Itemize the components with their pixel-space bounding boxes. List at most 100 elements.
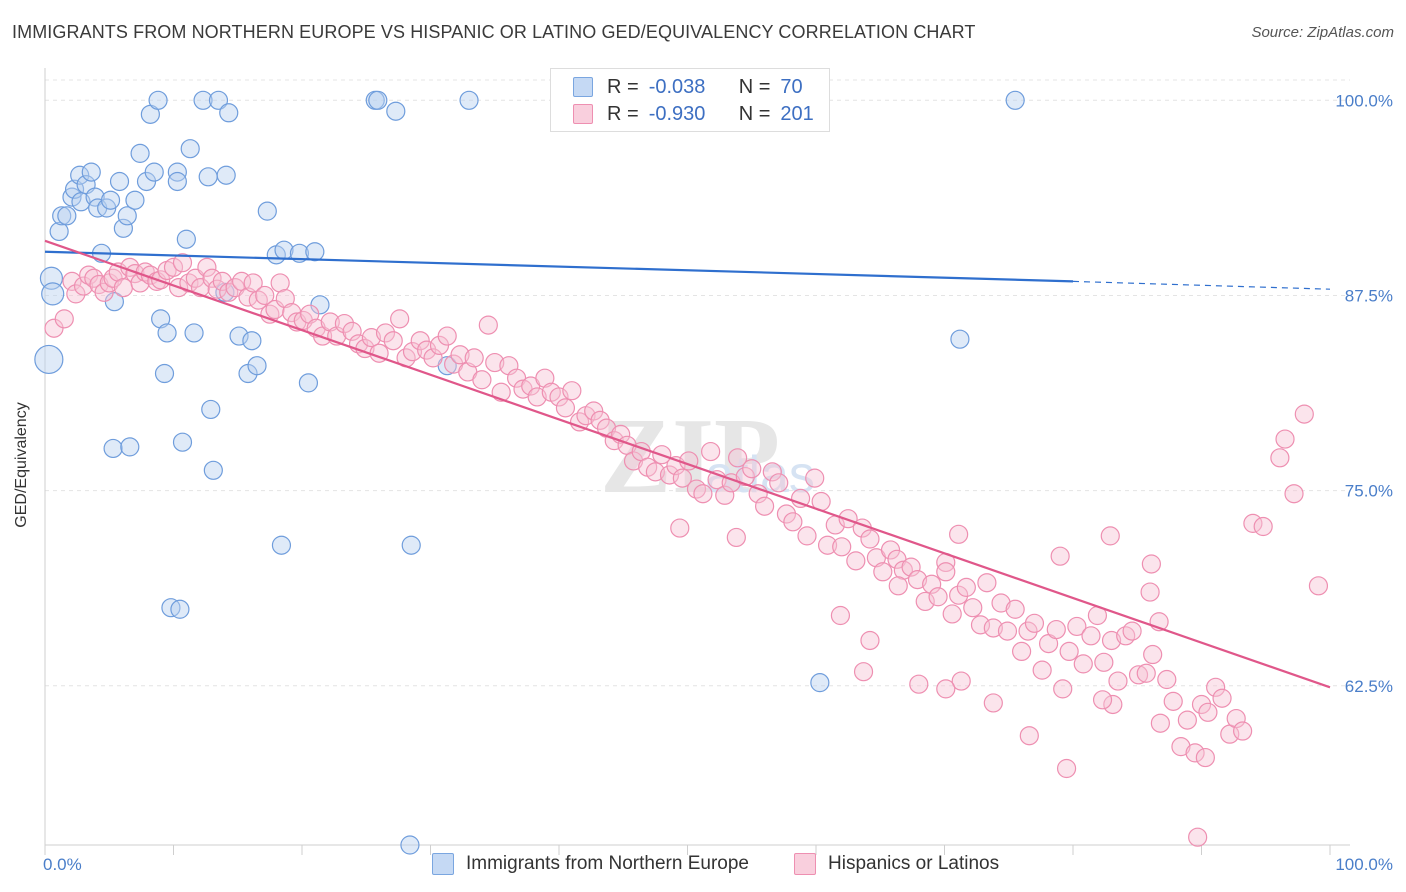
legend-r-value: -0.038 xyxy=(648,75,706,98)
point-hispanic xyxy=(893,560,913,580)
point-hispanic xyxy=(1073,654,1093,674)
point-hispanic xyxy=(535,368,555,388)
point-hispanic xyxy=(1177,710,1197,730)
point-northern-europe xyxy=(81,162,101,182)
chart-title: IMMIGRANTS FROM NORTHERN EUROPE VS HISPA… xyxy=(12,22,976,42)
point-northern-europe xyxy=(71,192,91,212)
point-hispanic xyxy=(956,577,976,597)
point-hispanic xyxy=(1108,671,1128,691)
point-northern-europe xyxy=(198,167,218,187)
point-hispanic xyxy=(769,473,789,493)
point-hispanic xyxy=(1141,554,1161,574)
point-hispanic xyxy=(464,348,484,368)
point-hispanic xyxy=(1275,429,1295,449)
point-hispanic xyxy=(73,276,94,296)
point-hispanic xyxy=(450,345,470,365)
point-hispanic xyxy=(163,257,184,277)
point-hispanic xyxy=(590,410,610,430)
point-hispanic xyxy=(1233,721,1253,741)
point-hispanic xyxy=(1005,599,1025,619)
point-hispanic xyxy=(270,273,290,293)
point-hispanic xyxy=(1059,641,1079,662)
point-hispanic xyxy=(1188,827,1208,847)
legend-r-label: R = xyxy=(607,75,639,98)
point-northern-europe xyxy=(57,206,77,226)
point-hispanic xyxy=(361,328,381,348)
point-hispanic xyxy=(1226,708,1246,729)
point-hispanic xyxy=(645,462,665,482)
point-northern-europe xyxy=(305,242,325,262)
point-northern-europe xyxy=(103,438,123,459)
legend-r-label: R = xyxy=(607,102,639,125)
point-northern-europe xyxy=(170,599,190,619)
point-northern-europe xyxy=(401,535,421,555)
point-hispanic xyxy=(853,662,874,682)
bottom-legend-swatch-blue xyxy=(432,853,454,875)
point-hispanic xyxy=(1308,576,1329,596)
point-hispanic xyxy=(726,527,746,548)
point-northern-europe xyxy=(201,399,221,420)
point-hispanic xyxy=(963,598,983,618)
point-hispanic xyxy=(243,273,263,293)
point-hispanic xyxy=(1128,665,1149,685)
bottom-legend-blue: Immigrants from Northern Europe xyxy=(432,852,749,876)
point-hispanic xyxy=(94,282,114,302)
point-hispanic xyxy=(1253,516,1273,537)
trend-line-northern-europe-extension xyxy=(1072,280,1331,290)
point-northern-europe xyxy=(154,363,175,384)
point-hispanic xyxy=(1053,679,1073,699)
bottom-legend-label-pink: Hispanics or Latinos xyxy=(828,853,1000,874)
point-hispanic xyxy=(1032,660,1052,680)
point-hispanic xyxy=(383,331,403,351)
point-hispanic xyxy=(846,551,866,571)
point-northern-europe xyxy=(289,243,310,263)
legend-n-label: N = xyxy=(738,75,771,98)
y-tick-label: 62.5% xyxy=(1345,677,1393,696)
point-hispanic xyxy=(1019,726,1039,746)
point-hispanic xyxy=(54,309,74,329)
point-hispanic xyxy=(701,441,721,462)
point-hispanic xyxy=(907,569,928,590)
point-hispanic xyxy=(783,512,803,532)
point-hispanic xyxy=(715,485,735,505)
point-hispanic xyxy=(1024,613,1045,633)
trend-line-hispanic xyxy=(44,239,1331,689)
point-hispanic xyxy=(728,448,748,468)
bottom-legend-label-blue: Immigrants from Northern Europe xyxy=(466,853,749,874)
point-hispanic xyxy=(1094,652,1114,672)
point-hispanic xyxy=(1092,690,1113,710)
point-northern-europe xyxy=(810,673,830,693)
point-hispanic xyxy=(1157,669,1177,690)
y-tick-label: 75.0% xyxy=(1345,482,1393,501)
point-hispanic xyxy=(928,587,948,607)
point-northern-europe xyxy=(109,171,130,192)
point-northern-europe xyxy=(219,103,239,123)
axes xyxy=(44,68,1350,855)
legend-row-blue: R = -0.038 N = 70 xyxy=(573,75,803,99)
point-hispanic xyxy=(942,604,962,624)
point-hispanic xyxy=(375,323,396,343)
bottom-legend-swatch-pink xyxy=(794,853,816,875)
point-hispanic xyxy=(860,529,880,549)
point-hispanic xyxy=(983,693,1003,713)
point-hispanic xyxy=(255,285,275,306)
point-hispanic xyxy=(735,466,755,487)
point-hispanic xyxy=(1018,621,1038,641)
tick-labels: 100.0% 87.5% 75.0% 62.5% 0.0% 100.0% xyxy=(43,91,1393,874)
point-northern-europe xyxy=(257,201,277,221)
legend-swatch-pink xyxy=(573,104,593,124)
point-northern-europe xyxy=(229,326,249,346)
point-hispanic xyxy=(1056,758,1077,779)
point-hispanic xyxy=(873,562,893,582)
point-hispanic xyxy=(62,271,82,291)
watermark-atlas: atlas xyxy=(705,446,815,504)
point-hispanic xyxy=(1270,448,1290,468)
point-northern-europe xyxy=(151,309,171,329)
point-northern-europe xyxy=(117,206,137,226)
legend-row-pink: R = -0.930 N = 201 xyxy=(573,102,814,126)
point-hispanic xyxy=(437,326,457,346)
point-northern-europe xyxy=(113,218,133,238)
point-hispanic xyxy=(402,342,423,362)
legend-n-label: N = xyxy=(738,102,771,125)
point-northern-europe xyxy=(274,240,294,260)
